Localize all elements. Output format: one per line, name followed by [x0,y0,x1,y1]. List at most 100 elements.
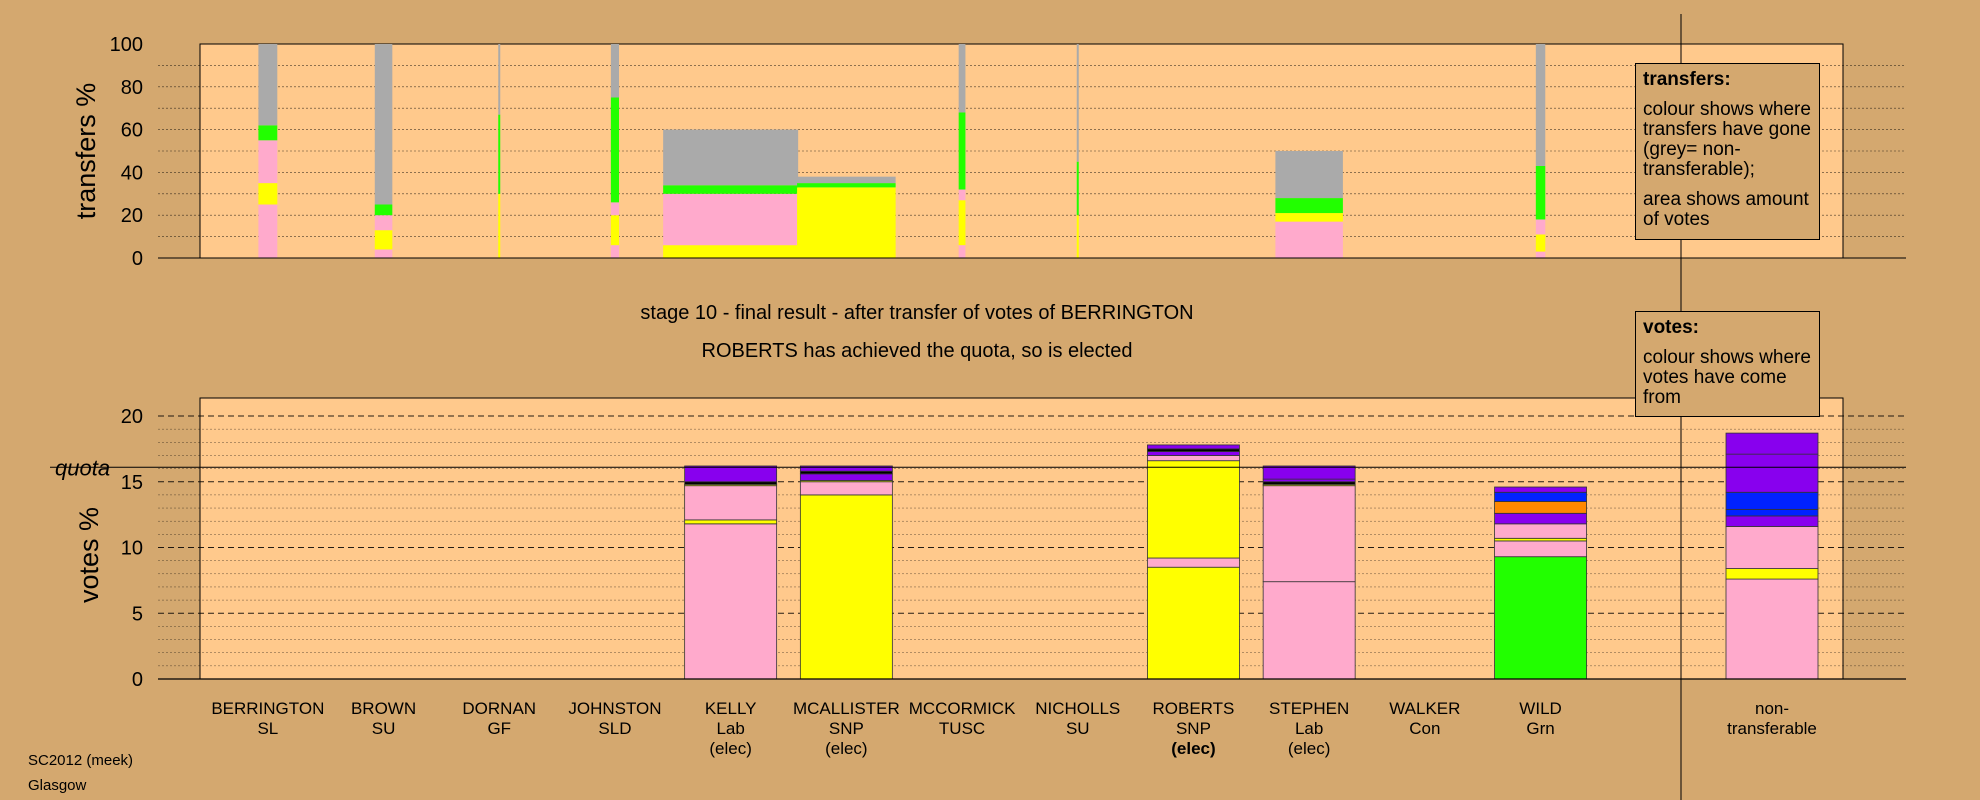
transfer-segment-nicholls [1076,215,1079,258]
transfer-segment-wild [1535,234,1546,252]
transfer-segment-wild [1535,219,1546,235]
candidate-party: Con [1409,719,1440,738]
vote-segment-wild [1494,540,1587,558]
transfer-segment-wild [1535,44,1546,166]
footer-place: Glasgow [28,777,87,794]
vote-segment-non-transferable [1725,508,1819,517]
vote-segment-wild [1494,501,1587,514]
transfer-segment-brown [374,215,393,231]
transfer-segment-brown [374,230,393,250]
vote-segment-wild [1494,491,1587,502]
candidate-name: DORNAN [462,699,536,718]
transfer-segment-johnston [610,202,619,216]
nontransferable-label: non- [1755,699,1789,718]
vote-segment-wild [1494,523,1587,539]
votes-bars [684,432,1819,680]
candidate-name: JOHNSTON [568,699,661,718]
transfers-legend-line2: area shows amount of votes [1643,189,1809,230]
transfers-tick-label: 40 [121,162,143,184]
transfer-segment-dornan [498,114,501,194]
transfer-segment-mcallister [797,187,896,258]
votes-legend-title: votes: [1643,317,1699,338]
result-text: ROBERTS has achieved the quota, so is el… [702,340,1133,362]
candidate-party: Lab [716,719,744,738]
vote-segment-mcallister [799,494,893,680]
candidate-name: BROWN [351,699,416,718]
votes-y-axis: 0 5 10 15 20 quota [50,406,1906,691]
vote-segment-kelly [684,465,778,483]
transfer-segment-johnston [610,215,619,246]
candidate-party: SL [257,719,278,738]
transfer-segment-wild [1535,165,1546,220]
transfer-segment-johnston [610,97,619,203]
transfer-segment-berrington [258,204,278,258]
transfer-segment-dornan [498,44,501,115]
transfers-tick-label: 0 [132,248,143,270]
quota-label: quota [55,455,110,480]
transfer-segment-stephen [1275,151,1343,199]
candidate-name: STEPHEN [1269,699,1349,718]
vote-segment-non-transferable [1725,491,1819,510]
candidate-party: Lab [1295,719,1323,738]
transfers-bars [258,44,1546,258]
transfer-segment-mccormick [958,112,966,190]
transfer-segment-dornan [498,193,501,258]
transfers-y-axis: 0 20 40 60 80 100 [110,34,1906,270]
transfer-segment-berrington [258,140,278,184]
transfer-segment-brown [374,204,393,216]
vote-segment-roberts [1147,444,1240,450]
transfers-tick-label: 60 [121,120,143,142]
candidate-party: SLD [598,719,631,738]
candidate-party: Grn [1526,719,1554,738]
transfers-tick-label: 100 [110,34,143,56]
candidate-status: (elec) [709,739,752,758]
transfer-segment-stephen [1275,198,1343,214]
transfers-gridlines [158,65,1906,237]
candidate-name: ROBERTS [1153,699,1235,718]
transfer-segment-wild [1535,251,1546,258]
transfers-plot-area [199,43,1844,259]
candidate-name: WILD [1519,699,1562,718]
transfer-segment-mccormick [958,189,966,201]
vote-segment-kelly [684,523,778,680]
vote-segment-non-transferable [1725,578,1819,680]
transfer-segment-mccormick [958,200,966,246]
transfer-segment-nicholls [1076,44,1079,162]
candidate-name: KELLY [705,699,757,718]
vote-segment-non-transferable [1725,453,1819,493]
vote-segment-non-transferable [1725,432,1819,455]
transfer-segment-brown [374,44,393,205]
vote-segment-non-transferable [1725,515,1819,527]
vote-segment-wild [1494,512,1587,525]
footer-method: SC2012 (meek) [28,752,133,769]
votes-tick-label: 15 [121,472,143,494]
transfer-segment-johnston [610,245,619,258]
vote-segment-stephen [1262,581,1356,680]
vote-segment-mcallister [799,473,893,481]
votes-plot-area [199,397,1844,680]
candidate-name: BERRINGTON [211,699,324,718]
candidate-labels: BERRINGTONSLBROWNSUDORNANGFJOHNSTONSLDKE… [211,699,1817,758]
votes-tick-label: 0 [132,669,143,691]
candidate-name: WALKER [1389,699,1460,718]
transfer-segment-berrington [258,183,278,205]
votes-legend: votes: colour shows where votes have com… [1635,311,1820,417]
transfer-segment-mcallister [797,183,896,188]
candidate-party: GF [487,719,511,738]
candidate-party: SNP [1176,719,1211,738]
transfer-segment-mccormick [958,44,966,113]
candidate-name: MCCORMICK [909,699,1016,718]
candidate-status: (elec) [825,739,868,758]
vote-segment-roberts [1147,460,1240,559]
transfer-segment-mcallister [797,176,896,184]
transfer-segment-kelly [663,185,799,194]
vote-segment-roberts [1147,455,1240,462]
votes-legend-line1: colour shows where votes have come from [1643,347,1811,408]
votes-tick-label: 10 [121,538,143,560]
votes-axis-label: votes % [74,507,104,603]
transfer-segment-nicholls [1076,161,1079,216]
transfer-segment-stephen [1275,221,1343,258]
transfers-legend-line1: colour shows where transfers have gone (… [1643,99,1811,180]
